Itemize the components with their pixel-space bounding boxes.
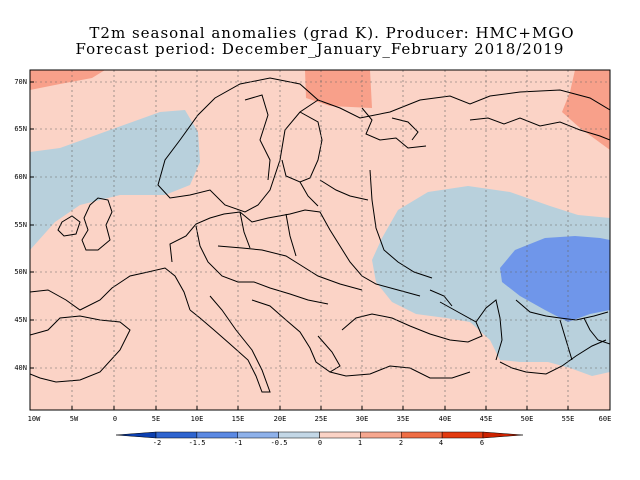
lat-label: 65N — [14, 125, 27, 133]
lon-label: 0 — [113, 415, 117, 423]
latitude-labels: 70N 65N 60N 55N 50N 45N 40N — [14, 78, 27, 372]
colorbar-label: 1 — [358, 439, 362, 447]
warm-patch-northwest — [30, 70, 105, 90]
warm-patch-barents — [305, 70, 372, 108]
cool-patch-east — [372, 186, 610, 376]
lat-label: 55N — [14, 221, 27, 229]
cold-patch-kazakhstan — [500, 236, 610, 322]
colorbar-segment — [237, 431, 279, 439]
warm-patch-northeast — [562, 70, 610, 150]
lat-label: 45N — [14, 316, 27, 324]
colorbar-label: 0 — [318, 439, 322, 447]
colorbar-segment — [360, 431, 402, 439]
lon-label: 40E — [439, 415, 452, 423]
colorbar-extend-low — [115, 431, 157, 439]
map-title-line2: Forecast period: December_January_Februa… — [75, 40, 565, 58]
lat-label: 70N — [14, 78, 27, 86]
lon-label: 50E — [521, 415, 534, 423]
colorbar-segment — [401, 431, 443, 439]
lon-label: 20E — [274, 415, 287, 423]
lon-label: 55E — [562, 415, 575, 423]
anomaly-field — [30, 70, 610, 410]
colorbar-segment — [196, 431, 238, 439]
lon-label: 30E — [356, 415, 369, 423]
colorbar-segment — [441, 431, 484, 439]
lon-label: 35E — [397, 415, 410, 423]
lon-label: 25E — [315, 415, 328, 423]
axis-ticks — [30, 81, 569, 410]
lat-label: 50N — [14, 268, 27, 276]
lon-label: 5W — [70, 415, 79, 423]
colorbar-label: -1.5 — [189, 439, 206, 447]
colorbar-label: 6 — [480, 439, 484, 447]
lon-label: 5E — [152, 415, 160, 423]
cool-patch-north-atlantic — [30, 110, 200, 250]
graticule — [30, 70, 610, 410]
colorbar-label: 4 — [439, 439, 443, 447]
colorbar-label: 2 — [399, 439, 403, 447]
colorbar-labels: -2 -1.5 -1 -0.5 0 1 2 4 6 — [153, 439, 484, 447]
colorbar-label: -0.5 — [271, 439, 288, 447]
coastlines-borders — [30, 77, 610, 393]
lon-label: 60E — [599, 415, 612, 423]
colorbar-label: -1 — [234, 439, 242, 447]
colorbar-segment — [278, 431, 320, 439]
colorbar — [115, 431, 524, 439]
lon-label: 10E — [191, 415, 204, 423]
colorbar-segment — [155, 431, 198, 439]
colorbar-segment — [319, 431, 361, 439]
map-frame — [29, 69, 611, 411]
lon-label: 15E — [232, 415, 245, 423]
longitude-labels: 10W 5W 0 5E 10E 15E 20E 25E 30E 35E 40E … — [28, 415, 612, 423]
lat-label: 40N — [14, 364, 27, 372]
map-title-line1: T2m seasonal anomalies (grad K). Produce… — [89, 24, 575, 42]
colorbar-extend-high — [482, 431, 524, 439]
lon-label: 10W — [28, 415, 41, 423]
colorbar-label: -2 — [153, 439, 161, 447]
lat-label: 60N — [14, 173, 27, 181]
lon-label: 45E — [480, 415, 493, 423]
